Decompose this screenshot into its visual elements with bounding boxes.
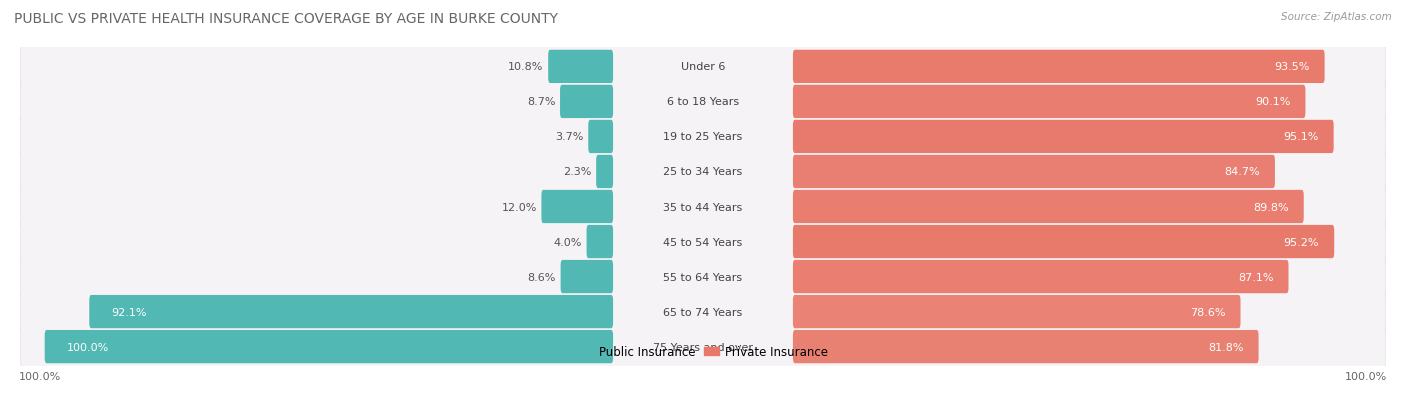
Text: 100.0%: 100.0% xyxy=(66,342,108,352)
FancyBboxPatch shape xyxy=(793,51,1324,84)
Text: 81.8%: 81.8% xyxy=(1208,342,1243,352)
Text: 2.3%: 2.3% xyxy=(564,167,592,177)
Text: 89.8%: 89.8% xyxy=(1253,202,1289,212)
Text: 84.7%: 84.7% xyxy=(1225,167,1260,177)
Text: 12.0%: 12.0% xyxy=(502,202,537,212)
FancyBboxPatch shape xyxy=(21,111,1385,163)
FancyBboxPatch shape xyxy=(596,155,613,189)
Text: 90.1%: 90.1% xyxy=(1256,97,1291,107)
Text: 10.8%: 10.8% xyxy=(508,62,544,72)
FancyBboxPatch shape xyxy=(21,76,1385,128)
Text: 78.6%: 78.6% xyxy=(1189,307,1226,317)
Text: 65 to 74 Years: 65 to 74 Years xyxy=(664,307,742,317)
Text: 95.1%: 95.1% xyxy=(1284,132,1319,142)
Text: 93.5%: 93.5% xyxy=(1274,62,1309,72)
FancyBboxPatch shape xyxy=(588,121,613,154)
FancyBboxPatch shape xyxy=(21,113,1385,161)
Legend: Public Insurance, Private Insurance: Public Insurance, Private Insurance xyxy=(574,341,832,363)
FancyBboxPatch shape xyxy=(561,260,613,294)
Text: 87.1%: 87.1% xyxy=(1237,272,1274,282)
Text: 6 to 18 Years: 6 to 18 Years xyxy=(666,97,740,107)
FancyBboxPatch shape xyxy=(21,78,1385,126)
Text: 8.7%: 8.7% xyxy=(527,97,555,107)
FancyBboxPatch shape xyxy=(586,225,613,259)
Text: 19 to 25 Years: 19 to 25 Years xyxy=(664,132,742,142)
Text: 4.0%: 4.0% xyxy=(554,237,582,247)
FancyBboxPatch shape xyxy=(793,190,1303,223)
FancyBboxPatch shape xyxy=(793,155,1275,189)
FancyBboxPatch shape xyxy=(21,251,1385,303)
Text: 25 to 34 Years: 25 to 34 Years xyxy=(664,167,742,177)
FancyBboxPatch shape xyxy=(21,216,1385,268)
Text: 8.6%: 8.6% xyxy=(527,272,555,282)
Text: Source: ZipAtlas.com: Source: ZipAtlas.com xyxy=(1281,12,1392,22)
Text: PUBLIC VS PRIVATE HEALTH INSURANCE COVERAGE BY AGE IN BURKE COUNTY: PUBLIC VS PRIVATE HEALTH INSURANCE COVER… xyxy=(14,12,558,26)
Text: 92.1%: 92.1% xyxy=(111,307,146,317)
FancyBboxPatch shape xyxy=(541,190,613,223)
FancyBboxPatch shape xyxy=(793,330,1258,363)
FancyBboxPatch shape xyxy=(21,323,1385,370)
FancyBboxPatch shape xyxy=(548,51,613,84)
FancyBboxPatch shape xyxy=(45,330,613,363)
FancyBboxPatch shape xyxy=(793,121,1334,154)
Text: 75 Years and over: 75 Years and over xyxy=(652,342,754,352)
FancyBboxPatch shape xyxy=(21,288,1385,336)
FancyBboxPatch shape xyxy=(560,85,613,119)
FancyBboxPatch shape xyxy=(21,41,1385,93)
Text: 55 to 64 Years: 55 to 64 Years xyxy=(664,272,742,282)
Text: 3.7%: 3.7% xyxy=(555,132,583,142)
FancyBboxPatch shape xyxy=(793,260,1288,294)
Text: Under 6: Under 6 xyxy=(681,62,725,72)
FancyBboxPatch shape xyxy=(21,320,1385,373)
Text: 95.2%: 95.2% xyxy=(1284,237,1319,247)
FancyBboxPatch shape xyxy=(21,146,1385,198)
Text: 45 to 54 Years: 45 to 54 Years xyxy=(664,237,742,247)
FancyBboxPatch shape xyxy=(21,286,1385,338)
FancyBboxPatch shape xyxy=(21,183,1385,231)
Text: 35 to 44 Years: 35 to 44 Years xyxy=(664,202,742,212)
FancyBboxPatch shape xyxy=(21,148,1385,196)
FancyBboxPatch shape xyxy=(793,85,1305,119)
FancyBboxPatch shape xyxy=(21,43,1385,91)
FancyBboxPatch shape xyxy=(21,218,1385,266)
FancyBboxPatch shape xyxy=(21,181,1385,233)
FancyBboxPatch shape xyxy=(21,253,1385,301)
FancyBboxPatch shape xyxy=(793,295,1240,328)
FancyBboxPatch shape xyxy=(90,295,613,328)
FancyBboxPatch shape xyxy=(793,225,1334,259)
